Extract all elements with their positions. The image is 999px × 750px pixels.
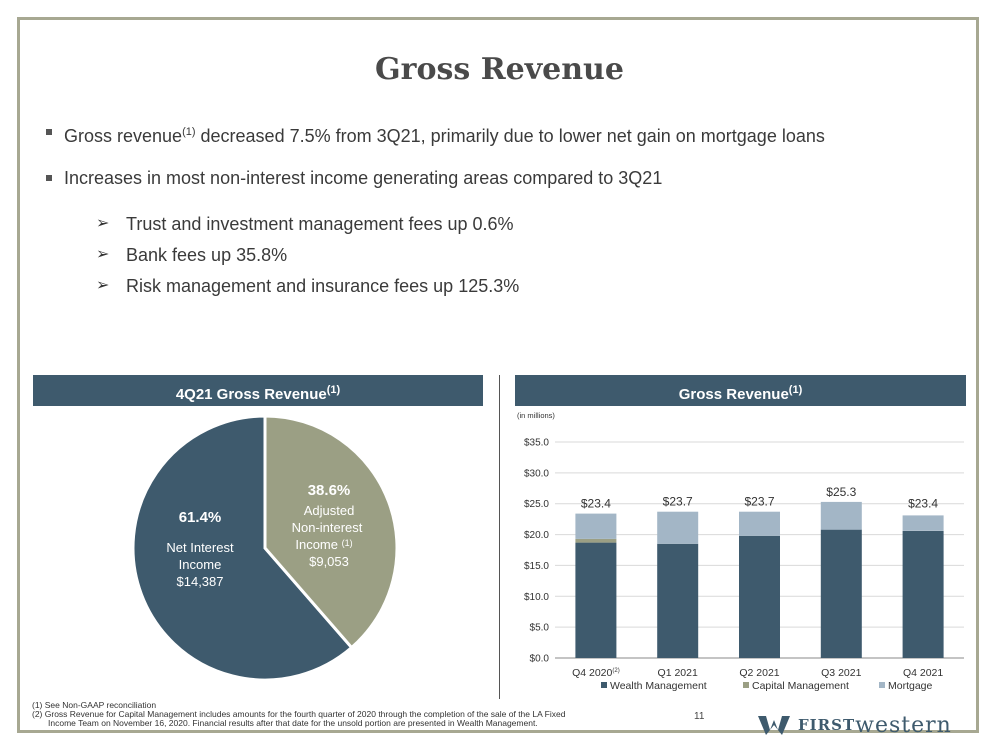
bar-segment xyxy=(820,529,862,658)
panel-divider xyxy=(499,375,500,699)
bar-total-label: $25.3 xyxy=(826,485,856,499)
bullet-item: Gross revenue(1) decreased 7.5% from 3Q2… xyxy=(44,120,944,148)
pie-slice-label: Net Interest xyxy=(166,540,234,555)
pie-slice-label: Non-interest xyxy=(292,520,363,535)
pie-pct-label: 61.4% xyxy=(179,509,222,526)
bullet-text: Increases in most non-interest income ge… xyxy=(64,168,663,188)
bar-panel-title: Gross Revenue xyxy=(678,386,789,403)
bar-segment xyxy=(820,501,862,530)
sub-bullet-text: Trust and investment management fees up … xyxy=(126,214,514,234)
pie-slice-amount: $9,053 xyxy=(309,554,349,569)
pie-slice-amount: $14,387 xyxy=(177,574,224,589)
bar-segment xyxy=(902,530,944,658)
arrow-icon: ➢ xyxy=(96,246,110,263)
pie-chart: 61.4% Net Interest Income $14,387 38.6% … xyxy=(131,414,399,682)
pie-slice-non-interest xyxy=(263,414,399,650)
bar-segment xyxy=(739,535,780,658)
bullet-text: Gross revenue xyxy=(64,126,183,146)
logo-western: western xyxy=(855,712,952,738)
legend-swatch xyxy=(743,682,749,688)
sub-bullet-text: Bank fees up 35.8% xyxy=(126,245,288,265)
bar-segment xyxy=(575,513,617,539)
footnote: (1) See Non-GAAP reconciliation xyxy=(32,700,157,710)
bar-segment xyxy=(902,515,944,531)
x-tick-label: Q4 2021 xyxy=(903,667,943,679)
bar-total-label: $23.4 xyxy=(908,497,938,511)
x-tick-label: Q1 2021 xyxy=(658,667,698,679)
bar-segment xyxy=(657,511,699,544)
page-number: 11 xyxy=(694,711,705,722)
slide-frame xyxy=(17,17,979,733)
pie-slice-label: Income (1) xyxy=(295,537,352,552)
pie-panel-sup: (1) xyxy=(326,384,341,396)
footnote: Income Team on November 16, 2020. Financ… xyxy=(48,718,538,728)
y-tick-label: $0.0 xyxy=(530,654,550,665)
pie-pct-label: 38.6% xyxy=(308,482,351,499)
bar-segment xyxy=(575,538,617,543)
pie-panel-title: 4Q21 Gross Revenue xyxy=(175,386,327,403)
legend-swatch xyxy=(601,682,607,688)
y-tick-label: $30.0 xyxy=(524,468,549,479)
y-tick-label: $5.0 xyxy=(530,623,550,634)
bar-total-label: $23.4 xyxy=(581,497,611,511)
bar-total-label: $23.7 xyxy=(744,495,774,509)
bar-total-label: $23.7 xyxy=(663,495,693,509)
legend-label: Wealth Management xyxy=(610,680,707,692)
arrow-icon: ➢ xyxy=(96,215,110,232)
sub-bullet-text: Risk management and insurance fees up 12… xyxy=(126,276,520,296)
legend-swatch xyxy=(879,682,885,688)
x-tick-label: Q2 2021 xyxy=(739,667,779,679)
page-title: Gross Revenue xyxy=(375,52,624,87)
pie-slice-label: Income xyxy=(179,557,222,572)
pie-panel-header: 4Q21 Gross Revenue(1) xyxy=(33,375,483,406)
y-tick-label: $35.0 xyxy=(524,438,549,449)
bar-segment xyxy=(739,511,780,536)
y-tick-label: $10.0 xyxy=(524,592,549,603)
legend-label: Mortgage xyxy=(888,680,933,692)
legend-label: Capital Management xyxy=(752,680,849,692)
y-tick-label: $15.0 xyxy=(524,561,549,572)
logo-mark-icon xyxy=(758,716,790,735)
bar-segment xyxy=(575,542,617,658)
pie-slice-label: Adjusted xyxy=(304,503,355,518)
bullet-sup: (1) xyxy=(182,126,196,138)
x-tick-label: Q4 2020(2) xyxy=(572,667,620,679)
bullet-item: Increases in most non-interest income ge… xyxy=(44,166,944,190)
logo: FIRST western xyxy=(758,711,952,739)
footnote: (2) Gross Revenue for Capital Management… xyxy=(32,709,566,719)
sub-bullet-item: ➢ Trust and investment management fees up… xyxy=(44,212,944,236)
arrow-icon: ➢ xyxy=(96,277,110,294)
pie-slice-net-interest xyxy=(131,414,354,682)
bar-panel-header: Gross Revenue(1) xyxy=(515,375,966,406)
y-tick-label: $20.0 xyxy=(524,530,549,541)
bar-panel-sup: (1) xyxy=(788,384,803,396)
bar-chart: (in millions) $0.0 $5.0 $10.0 $15.0 $20.0 $25… xyxy=(517,411,964,692)
bullet-list: Gross revenue(1) decreased 7.5% from 3Q2… xyxy=(44,120,944,305)
bar-segment xyxy=(657,543,699,658)
bullet-text-rest: decreased 7.5% from 3Q21, primarily due … xyxy=(195,126,825,146)
sub-bullet-item: ➢ Risk management and insurance fees up 1… xyxy=(44,274,944,298)
logo-first: FIRST xyxy=(798,716,856,734)
unit-note: (in millions) xyxy=(517,411,555,420)
sub-bullet-item: ➢ Bank fees up 35.8% xyxy=(44,243,944,267)
x-tick-label: Q3 2021 xyxy=(821,667,861,679)
y-tick-label: $25.0 xyxy=(524,499,549,510)
